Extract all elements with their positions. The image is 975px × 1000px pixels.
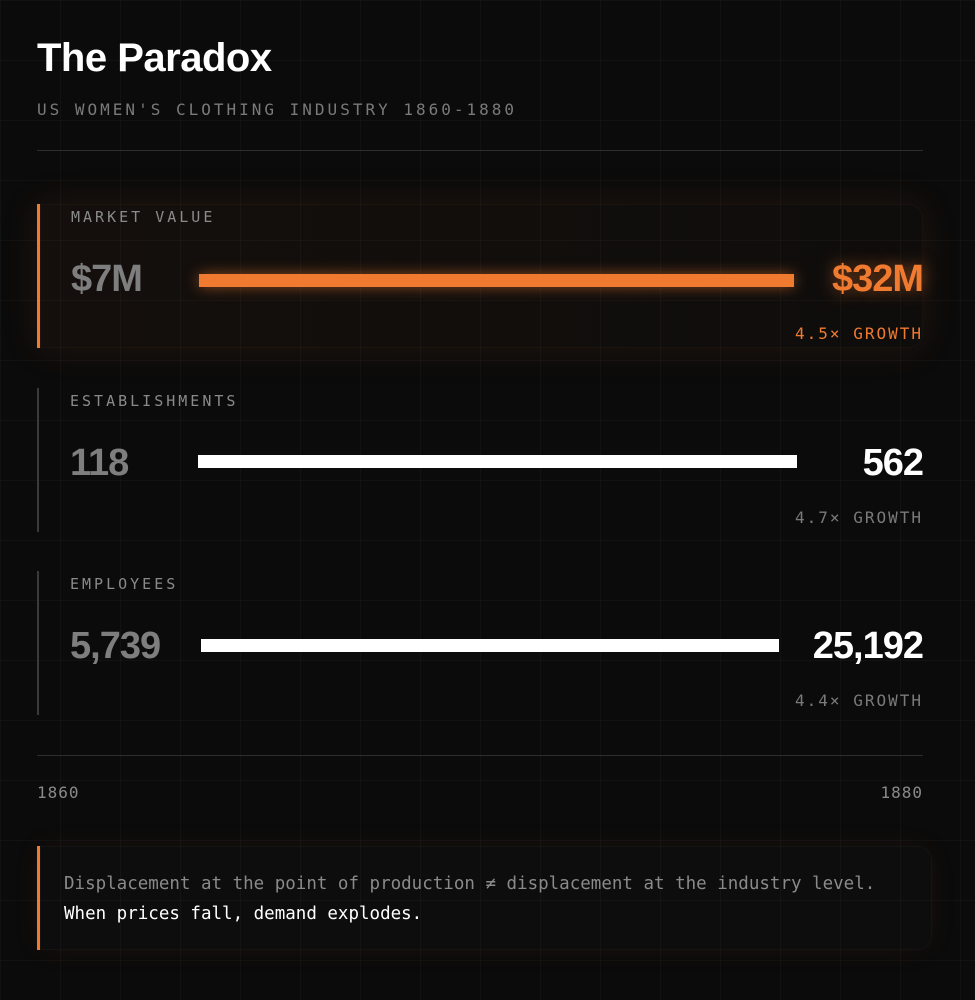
axis-end-label: 1880 [880,783,923,802]
start-value: 118 [70,442,129,484]
page-title: The Paradox [37,36,272,80]
end-value: $32M [831,258,924,300]
value-bar [201,639,779,652]
metric-employees: EMPLOYEES 5,739 25,192 4.4× GROWTH [37,571,924,715]
metric-market-value: MARKET VALUE $7M $32M 4.5× GROWTH [37,204,924,348]
growth-label: 4.5× GROWTH [795,324,923,343]
insight-callout: Displacement at the point of production … [37,846,932,950]
axis-start-label: 1860 [37,783,80,802]
end-value: 562 [862,442,924,484]
start-value: 5,739 [70,625,161,667]
metric-establishments: ESTABLISHMENTS 118 562 4.7× GROWTH [37,388,924,532]
axis-divider [37,755,923,756]
callout-text-dim: Displacement at the point of production … [64,874,876,894]
metric-label: ESTABLISHMENTS [70,392,239,410]
growth-label: 4.4× GROWTH [795,691,923,710]
header-divider [37,150,923,151]
metric-label: MARKET VALUE [71,208,216,226]
metric-label: EMPLOYEES [70,575,179,593]
page-subtitle: US WOMEN'S CLOTHING INDUSTRY 1860-1880 [37,100,518,119]
value-bar [199,274,794,287]
growth-label: 4.7× GROWTH [795,508,923,527]
start-value: $7M [71,258,143,300]
value-bar [198,455,797,468]
callout-text-bright: When prices fall, demand explodes. [64,904,423,924]
end-value: 25,192 [812,625,924,667]
